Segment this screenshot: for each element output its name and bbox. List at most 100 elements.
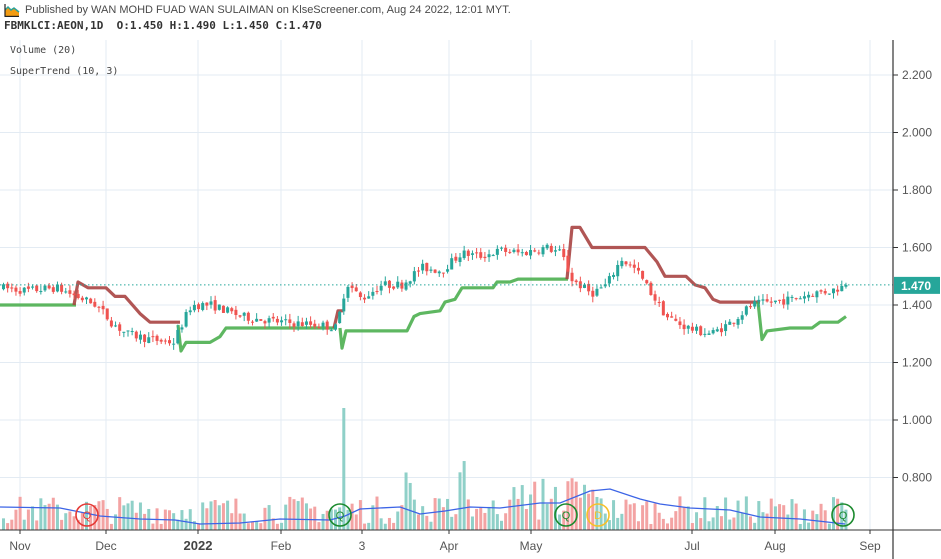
volume-bar	[350, 503, 354, 530]
volume-bar	[641, 505, 645, 530]
candle-body	[122, 331, 126, 333]
volume-bar	[570, 478, 574, 530]
volume-bar	[599, 498, 603, 530]
candle-body	[130, 331, 134, 333]
candle-body	[512, 249, 516, 252]
volume-bar	[695, 512, 699, 530]
time-tick-label: May	[520, 539, 543, 553]
candle-body	[433, 269, 437, 273]
candle-body	[782, 299, 786, 305]
volume-bar	[22, 519, 26, 530]
volume-bar	[317, 522, 321, 530]
legend-volume[interactable]: Volume (20)	[10, 45, 77, 56]
event-marker-circle	[328, 503, 352, 527]
volume-bar	[620, 513, 624, 530]
candle-body	[566, 255, 570, 272]
candle-body	[504, 247, 508, 252]
candle-body	[76, 293, 80, 298]
volume-bar	[612, 500, 616, 530]
last-price-badge	[894, 276, 940, 294]
candle-body	[26, 286, 30, 289]
volume-bar	[529, 494, 533, 530]
volume-bar	[2, 518, 5, 530]
candle-body	[790, 296, 794, 298]
volume-bar	[321, 513, 325, 530]
volume-bar	[616, 517, 620, 530]
candle-body	[454, 256, 458, 261]
volume-bar	[761, 512, 765, 530]
volume-bar	[138, 502, 142, 530]
candle-body	[711, 330, 715, 334]
volume-bar	[159, 523, 163, 530]
volume-bar	[437, 498, 441, 530]
candlesticks	[2, 243, 848, 350]
candle-body	[491, 255, 495, 257]
publish-banner: Published by WAN MOHD FUAD WAN SULAIMAN …	[4, 3, 511, 17]
candle-body	[172, 343, 176, 345]
volume-bar	[624, 499, 628, 530]
candle-body	[109, 320, 113, 327]
candle-body	[695, 326, 699, 331]
volume-bar	[454, 514, 458, 530]
volume-bar	[545, 503, 549, 530]
volume-bar	[404, 472, 408, 530]
candle-body	[159, 339, 163, 342]
volume-bar	[64, 513, 68, 530]
candle-body	[479, 252, 483, 258]
candle-body	[458, 257, 462, 263]
volume-bar	[508, 499, 512, 530]
candle-body	[151, 336, 155, 338]
candle-body	[591, 290, 595, 297]
candle-body	[163, 340, 167, 342]
candle-body	[271, 316, 275, 319]
volume-bar	[433, 498, 437, 530]
legend-supertrend[interactable]: SuperTrend (10, 3)	[10, 66, 119, 77]
volume-bar	[520, 485, 524, 530]
supertrend-segment	[72, 280, 180, 324]
volume-bar	[387, 517, 391, 530]
price-tick-label: 1.800	[902, 183, 932, 197]
volume-bar	[707, 521, 711, 530]
candle-body	[334, 324, 337, 330]
volume-bar	[537, 519, 541, 530]
candle-body	[138, 334, 142, 340]
volume-bar	[765, 513, 769, 530]
volume-bar	[213, 499, 217, 530]
candle-body	[844, 284, 848, 287]
candle-body	[85, 297, 88, 300]
candle-body	[495, 248, 499, 255]
volume-bar	[562, 510, 566, 530]
volume-bar	[736, 500, 740, 530]
candle-body	[238, 315, 242, 317]
candle-body	[744, 306, 748, 315]
candle-body	[425, 262, 429, 272]
candle-body	[217, 304, 221, 310]
candle-body	[6, 283, 10, 289]
price-tick-label: 2.000	[902, 126, 932, 140]
candle-body	[176, 329, 180, 344]
candle-body	[263, 321, 267, 324]
volume-bar	[267, 505, 271, 530]
candle-body	[51, 287, 55, 292]
candle-body	[35, 285, 39, 292]
volume-bar	[553, 486, 557, 530]
candle-body	[267, 318, 271, 323]
candle-body	[10, 287, 14, 289]
candle-body	[417, 270, 420, 272]
candle-body	[628, 264, 632, 266]
volume-bar	[130, 500, 134, 530]
candle-body	[450, 258, 454, 270]
candle-body	[620, 260, 624, 267]
volume-bar	[363, 523, 367, 530]
volume-bar	[458, 472, 462, 530]
event-marker-circle	[586, 503, 610, 527]
volume-bar	[255, 521, 259, 530]
candle-body	[39, 291, 43, 293]
candle-body	[736, 319, 740, 325]
candle-body	[14, 287, 18, 292]
candle-body	[114, 325, 118, 327]
event-marker-circle	[75, 503, 99, 527]
volume-bar	[304, 503, 308, 530]
volume-bar	[578, 497, 582, 530]
